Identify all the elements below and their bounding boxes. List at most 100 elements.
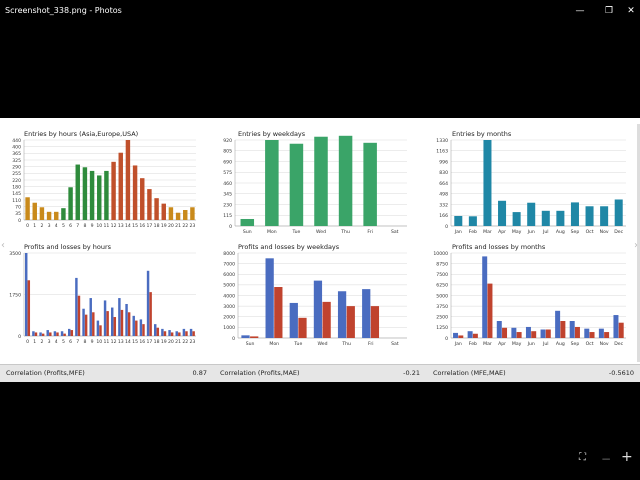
- y-tick-label: 220: [12, 178, 21, 184]
- close-button[interactable]: ✕: [627, 6, 635, 16]
- bar: [168, 207, 174, 220]
- x-tick-label: 4: [55, 223, 58, 229]
- scrollbar[interactable]: [637, 124, 640, 362]
- correlation-bar: [0, 364, 640, 382]
- bar: [600, 206, 609, 226]
- x-tick-label: 8: [83, 223, 86, 229]
- y-tick-label: 0: [229, 224, 232, 230]
- loss-bar: [99, 325, 102, 336]
- x-tick-label: 19: [161, 223, 167, 229]
- y-tick-label: 70: [15, 204, 21, 210]
- chart-title: Entries by months: [452, 130, 512, 138]
- y-tick-label: 1250: [436, 325, 448, 331]
- bar: [265, 140, 279, 226]
- profit-bar: [613, 315, 619, 338]
- y-tick-label: 0: [232, 336, 235, 342]
- profit-bar: [125, 303, 128, 336]
- chart-title: Profits and losses by hours: [24, 243, 112, 251]
- bar: [54, 211, 59, 220]
- x-tick-label: 7: [76, 339, 79, 345]
- bar: [363, 142, 377, 226]
- loss-bar: [163, 331, 167, 336]
- y-tick-label: 440: [12, 138, 21, 144]
- correlation-label: Correlation (Profits,MFE): [6, 369, 85, 377]
- x-tick-label: 15: [132, 339, 138, 345]
- y-tick-label: 6000: [223, 272, 235, 278]
- chart-title: Profits and losses by months: [452, 243, 546, 251]
- bar: [154, 198, 159, 220]
- next-image-arrow-icon[interactable]: ›: [634, 240, 638, 251]
- loss-bar: [127, 312, 131, 336]
- x-tick-label: 23: [189, 339, 195, 345]
- x-tick-label: 11: [103, 223, 109, 229]
- x-tick-label: Nov: [600, 229, 609, 235]
- bar: [75, 164, 80, 220]
- y-tick-label: 10000: [433, 251, 448, 257]
- profit-bar: [82, 308, 85, 336]
- x-tick-label: 10: [96, 339, 102, 345]
- zoom-in-icon[interactable]: +: [621, 449, 633, 465]
- profit-bar: [598, 328, 604, 338]
- y-tick-label: 6250: [436, 283, 448, 289]
- y-tick-label: 166: [439, 213, 448, 219]
- loss-bar: [77, 295, 81, 336]
- x-tick-label: 7: [76, 223, 79, 229]
- bar: [68, 187, 73, 220]
- bar: [338, 135, 353, 226]
- loss-bar: [149, 292, 152, 336]
- title-bar: Screenshot_338.png - Photos — ❐ ✕: [0, 0, 640, 22]
- x-tick-label: 5: [62, 223, 65, 229]
- y-tick-label: 0: [445, 336, 448, 342]
- zoom-out-icon[interactable]: −: [601, 452, 612, 466]
- x-tick-label: 14: [125, 223, 131, 229]
- bar: [132, 165, 138, 220]
- x-tick-label: 19: [161, 339, 167, 345]
- profit-bar: [189, 328, 193, 336]
- minimize-button[interactable]: —: [575, 6, 585, 16]
- fit-to-window-icon[interactable]: ⛶: [579, 452, 586, 463]
- bar: [89, 170, 95, 220]
- profit-bar: [32, 331, 35, 336]
- x-tick-label: 0: [26, 223, 29, 229]
- bar: [111, 161, 116, 220]
- y-tick-label: 920: [223, 138, 232, 144]
- profit-bar: [337, 291, 347, 338]
- loss-bar: [250, 336, 259, 338]
- loss-bar: [49, 332, 52, 336]
- loss-bar: [106, 311, 109, 336]
- y-tick-label: 1750: [9, 292, 21, 298]
- x-tick-label: 2: [40, 223, 43, 229]
- loss-bar: [135, 320, 138, 336]
- profit-bar: [362, 289, 371, 338]
- loss-bar: [274, 287, 283, 338]
- x-tick-label: 8: [83, 339, 86, 345]
- y-tick-label: 460: [223, 181, 232, 187]
- y-tick-label: 0: [18, 334, 21, 340]
- loss-bar: [458, 335, 464, 338]
- y-tick-label: 345: [223, 192, 232, 198]
- loss-bar: [346, 306, 355, 338]
- profit-bar: [139, 319, 143, 336]
- x-tick-label: 9: [91, 223, 94, 229]
- chart-title: Entries by hours (Asia,Europe,USA): [24, 130, 139, 138]
- x-tick-label: Fri: [367, 229, 372, 235]
- previous-image-arrow-icon[interactable]: ‹: [1, 240, 5, 251]
- loss-bar: [156, 327, 160, 336]
- x-tick-label: 18: [154, 339, 160, 345]
- x-tick-label: Tue: [291, 229, 300, 235]
- x-tick-label: Jun: [527, 229, 535, 235]
- loss-bar: [178, 332, 181, 336]
- x-tick-label: 9: [91, 339, 94, 345]
- x-tick-label: Feb: [469, 341, 477, 347]
- x-tick-label: 12: [111, 339, 117, 345]
- loss-bar: [370, 306, 380, 338]
- y-tick-label: 35: [15, 211, 21, 217]
- x-tick-label: 13: [118, 223, 124, 229]
- x-tick-label: 20: [168, 339, 174, 345]
- x-tick-label: Sun: [246, 341, 255, 347]
- x-tick-label: 12: [111, 223, 117, 229]
- bar: [468, 216, 477, 226]
- maximize-button[interactable]: ❐: [604, 6, 614, 16]
- profit-bar: [96, 320, 100, 336]
